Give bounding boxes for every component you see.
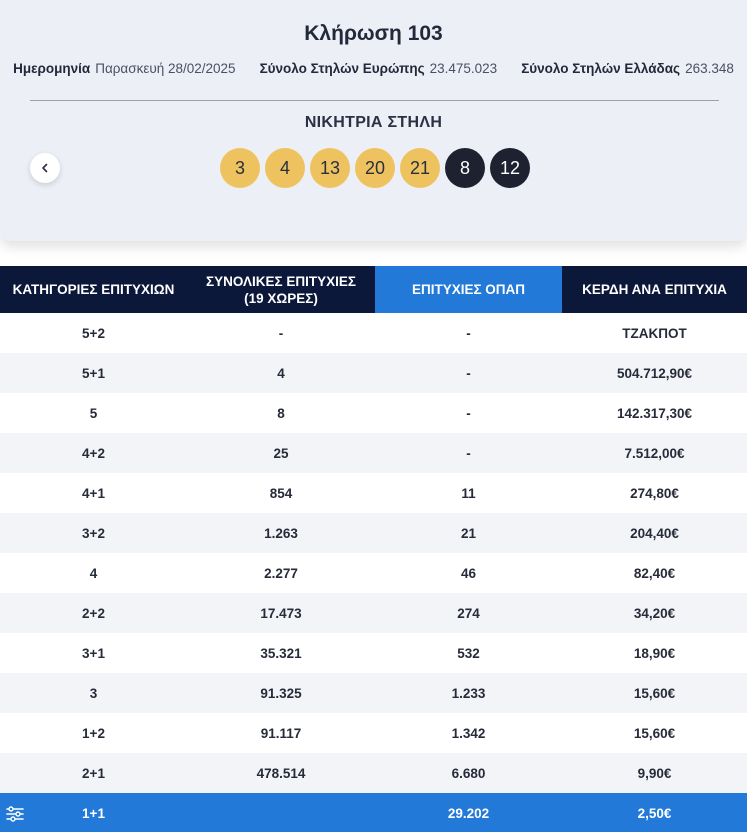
draw-meta: Ημερομηνία Παρασκευή 28/02/2025 Σύνολο Στ… xyxy=(0,61,747,76)
table-row: 5+2- - ΤΖΑΚΠΟΤ xyxy=(0,313,747,353)
cell-total: 25 xyxy=(187,433,375,473)
cell-category: 1+2 xyxy=(0,713,187,753)
cell-opap: - xyxy=(375,393,562,433)
table-row: 4+2 25-7.512,00€ xyxy=(0,433,747,473)
number-ball: 3 xyxy=(220,148,260,188)
table-row: 5+1 4-504.712,90€ xyxy=(0,353,747,393)
cell-total: 4 xyxy=(187,353,375,393)
draw-title: Κλήρωση 103 xyxy=(304,22,443,45)
prize-table: ΚΑΤΗΓΟΡΙΕΣ ΕΠΙΤΥΧΙΩΝ ΣΥΝΟΛΙΚΕΣ ΕΠΙΤΥΧΙΕΣ… xyxy=(0,266,747,832)
table-row: 2+1 478.514 6.680 9,90€ xyxy=(0,753,747,793)
table-row: 1+1 29.202 2,50€ xyxy=(0,793,747,832)
cell-opap: 21 xyxy=(375,513,562,553)
cell-category: 5+1 xyxy=(0,353,187,393)
number-ball: 13 xyxy=(310,148,350,188)
cell-opap: 29.202 xyxy=(375,793,562,832)
cell-prize: 142.317,30€ xyxy=(562,393,747,433)
header-prize: ΚΕΡΔΗ ΑΝΑ ΕΠΙΤΥΧΙΑ xyxy=(562,266,747,313)
cell-prize: 15,60€ xyxy=(562,673,747,713)
cell-total: 1.263 xyxy=(187,513,375,553)
cell-total: 478.514 xyxy=(187,753,375,793)
cell-opap: 11 xyxy=(375,473,562,513)
draw-date-label: Ημερομηνία xyxy=(13,61,91,76)
divider xyxy=(30,100,719,101)
cell-category: 4+1 xyxy=(0,473,187,513)
table-header-row: ΚΑΤΗΓΟΡΙΕΣ ΕΠΙΤΥΧΙΩΝ ΣΥΝΟΛΙΚΕΣ ΕΠΙΤΥΧΙΕΣ… xyxy=(0,266,747,313)
cell-opap: 274 xyxy=(375,593,562,633)
draw-date-value: Παρασκευή 28/02/2025 xyxy=(95,61,236,76)
table-row: 3 91.325 1.233 15,60€ xyxy=(0,673,747,713)
cell-prize: 2,50€ xyxy=(562,793,747,832)
table-row: 1+2 91.117 1.342 15,60€ xyxy=(0,713,747,753)
greece-total-value: 263.348 xyxy=(685,61,734,76)
cell-opap: 1.342 xyxy=(375,713,562,753)
greece-total-label: Σύνολο Στηλών Ελλάδας xyxy=(521,61,681,76)
cell-opap: 6.680 xyxy=(375,753,562,793)
cell-total: 35.321 xyxy=(187,633,375,673)
europe-total-value: 23.475.023 xyxy=(429,61,498,76)
winning-numbers: 3 4 13 20 21 8 12 xyxy=(220,148,530,188)
cell-total xyxy=(187,793,375,832)
cell-opap: - xyxy=(375,353,562,393)
cell-category: 2+1 xyxy=(0,753,187,793)
cell-prize: ΤΖΑΚΠΟΤ xyxy=(562,313,747,353)
table-row: 2+2 17.473 274 34,20€ xyxy=(0,593,747,633)
header-total-wins-line2: (19 ΧΩΡΕΣ) xyxy=(244,290,318,306)
cell-opap: 1.233 xyxy=(375,673,562,713)
table-row: 3+1 35.321 532 18,90€ xyxy=(0,633,747,673)
cell-total: 854 xyxy=(187,473,375,513)
filter-button[interactable] xyxy=(4,803,26,825)
cell-opap: 532 xyxy=(375,633,562,673)
cell-category: 4 xyxy=(0,553,187,593)
cell-prize: 82,40€ xyxy=(562,553,747,593)
table-row: 3+2 1.263 21 204,40€ xyxy=(0,513,747,553)
chevron-left-icon xyxy=(42,163,48,173)
number-ball: 20 xyxy=(355,148,395,188)
cell-total: 8 xyxy=(187,393,375,433)
cell-category: 5 xyxy=(0,393,187,433)
cell-prize: 9,90€ xyxy=(562,753,747,793)
cell-prize: 504.712,90€ xyxy=(562,353,747,393)
cell-prize: 15,60€ xyxy=(562,713,747,753)
cell-prize: 7.512,00€ xyxy=(562,433,747,473)
previous-draw-button[interactable] xyxy=(30,153,60,183)
number-ball: 4 xyxy=(265,148,305,188)
cell-total: 2.277 xyxy=(187,553,375,593)
cell-total: - xyxy=(187,313,375,353)
cell-category: 1+1 xyxy=(0,793,187,832)
europe-total-label: Σύνολο Στηλών Ευρώπης xyxy=(259,61,425,76)
header-total-wins-line1: ΣΥΝΟΛΙΚΕΣ ΕΠΙΤΥΧΙΕΣ xyxy=(206,273,356,289)
cell-total: 17.473 xyxy=(187,593,375,633)
cell-category: 3+1 xyxy=(0,633,187,673)
cell-total: 91.117 xyxy=(187,713,375,753)
draw-date: Ημερομηνία Παρασκευή 28/02/2025 xyxy=(13,61,235,76)
cell-total: 91.325 xyxy=(187,673,375,713)
header-category: ΚΑΤΗΓΟΡΙΕΣ ΕΠΙΤΥΧΙΩΝ xyxy=(0,266,187,313)
table-row: 4+1 854 11 274,80€ xyxy=(0,473,747,513)
winning-column-title: ΝΙΚΗΤΡΙΑ ΣΤΗΛΗ xyxy=(304,114,443,131)
cell-opap: 46 xyxy=(375,553,562,593)
greece-total: Σύνολο Στηλών Ελλάδας 263.348 xyxy=(521,61,734,76)
star-ball: 12 xyxy=(490,148,530,188)
cell-opap: - xyxy=(375,313,562,353)
cell-category: 3+2 xyxy=(0,513,187,553)
filter-list-icon xyxy=(6,806,24,822)
cell-category: 4+2 xyxy=(0,433,187,473)
europe-total: Σύνολο Στηλών Ευρώπης 23.475.023 xyxy=(260,61,498,76)
cell-opap: - xyxy=(375,433,562,473)
cell-category: 5+2 xyxy=(0,313,187,353)
cell-category: 2+2 xyxy=(0,593,187,633)
cell-prize: 34,20€ xyxy=(562,593,747,633)
cell-prize: 204,40€ xyxy=(562,513,747,553)
number-ball: 21 xyxy=(400,148,440,188)
star-ball: 8 xyxy=(445,148,485,188)
header-opap-wins: ΕΠΙΤΥΧΙΕΣ ΟΠΑΠ xyxy=(375,266,562,313)
cell-prize: 274,80€ xyxy=(562,473,747,513)
table-row: 4 2.277 46 82,40€ xyxy=(0,553,747,593)
draw-info-card: Κλήρωση 103 Ημερομηνία Παρασκευή 28/02/20… xyxy=(0,0,747,241)
cell-prize: 18,90€ xyxy=(562,633,747,673)
cell-category: 3 xyxy=(0,673,187,713)
table-row: 5 8-142.317,30€ xyxy=(0,393,747,433)
header-total-wins: ΣΥΝΟΛΙΚΕΣ ΕΠΙΤΥΧΙΕΣ (19 ΧΩΡΕΣ) xyxy=(187,266,375,313)
